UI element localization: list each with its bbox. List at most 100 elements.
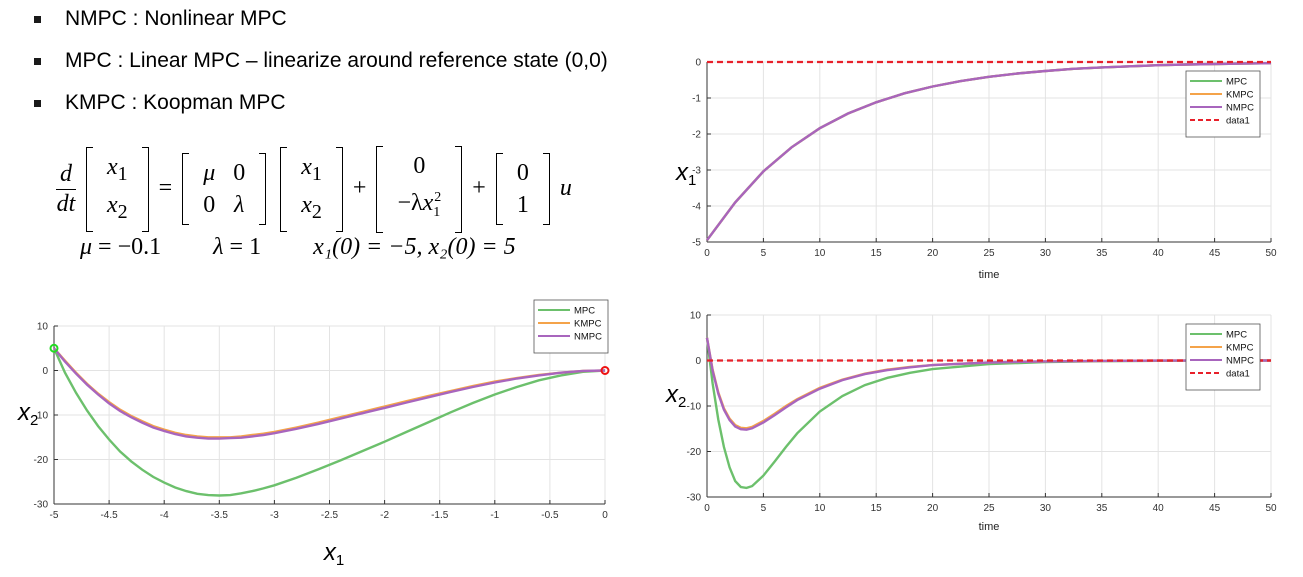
lambda-symbol: λ (213, 234, 224, 260)
derivative-numerator: d (56, 161, 76, 190)
x-tick-label: 40 (1153, 503, 1165, 514)
state-vector-lhs: x1 x2 (86, 146, 149, 233)
series-nmpc (705, 337, 1271, 431)
x-tick-label: -0.5 (541, 510, 559, 521)
x2-subscript: 2 (311, 201, 322, 224)
series-nmpc (53, 347, 606, 440)
legend-label-data1: data1 (1226, 116, 1250, 127)
legend-label-kmpc: KMPC (1226, 90, 1254, 101)
nonlinear-var: x (422, 190, 434, 216)
x-tick-label: -4.5 (100, 510, 118, 521)
matrix-a11: μ (203, 160, 216, 187)
x-tick-label: 35 (1096, 248, 1108, 259)
chart-x2_time: 0 5 10 15 20 25 30 35 40 45 50 10 0 -10 -20 -30 time x2 MP… (665, 311, 1277, 534)
y-tick-label: -10 (687, 402, 702, 413)
x-tick-label: 50 (1265, 503, 1277, 514)
legend-label-nmpc: NMPC (574, 332, 602, 343)
equals-sign: = (158, 174, 173, 201)
bullet-kmpc: KMPC : Koopman MPC (30, 88, 690, 130)
legend-label-mpc: MPC (574, 306, 595, 317)
x-tick-label: 0 (704, 503, 710, 514)
end-marker (600, 366, 610, 375)
y-axis-label: x2 (665, 381, 686, 411)
y-tick-label: -10 (34, 411, 49, 422)
input-vector: 0 1 (495, 153, 550, 226)
legend: MPC KMPC NMPC data1 (1185, 70, 1261, 138)
y-tick-label: 0 (42, 366, 48, 377)
x-tick-label: 45 (1209, 248, 1221, 259)
legend-label-nmpc: NMPC (1226, 103, 1254, 114)
x-tick-label: -1.5 (431, 510, 449, 521)
y-axis-label: x1 (675, 159, 696, 189)
chart-phase: -5 -4.5 -4 -3.5 -3 -2.5 -2 -1.5 -1 -0.5 0 10 0 -10 -20… (17, 299, 610, 569)
x-tick-label: -2.5 (321, 510, 339, 521)
y-axis-label-sub: 2 (678, 394, 686, 411)
x1-subscript: 1 (117, 162, 128, 185)
chart-x1_time: 0 5 10 15 20 25 30 35 40 45 50 0 -1 -2 -3 -4 -5 time x1 MPC… (675, 58, 1277, 282)
x-tick-label: 30 (1040, 248, 1052, 259)
x-tick-label: -5 (50, 510, 59, 521)
bullet-nmpc: NMPC : Nonlinear MPC (30, 4, 690, 46)
legend-label-kmpc: KMPC (574, 319, 602, 330)
x-tick-label: 10 (814, 503, 826, 514)
y-tick-label: -1 (692, 94, 701, 105)
x-tick-label: 25 (983, 248, 995, 259)
x2-subscript: 2 (117, 201, 128, 224)
start-marker (49, 343, 59, 353)
x1-symbol: x (107, 153, 118, 180)
bullet-mpc: MPC : Linear MPC – linearize around refe… (30, 46, 690, 88)
legend: MPC KMPC NMPC data1 (1185, 323, 1261, 391)
x-tick-label: 40 (1153, 248, 1165, 259)
plus-sign: + (472, 174, 486, 201)
y-tick-label: 10 (37, 322, 49, 333)
x1-symbol: x (301, 153, 312, 180)
y-tick-label: 10 (690, 311, 702, 322)
x-tick-label: 5 (761, 248, 767, 259)
legend-label-nmpc: NMPC (1226, 356, 1254, 367)
x-tick-label: 20 (927, 248, 939, 259)
x-tick-label: 30 (1040, 503, 1052, 514)
y-axis-label-sub: 1 (688, 172, 696, 189)
bullet-list: NMPC : Nonlinear MPC MPC : Linear MPC – … (30, 4, 690, 130)
nonlinear-sub: 1 (433, 204, 441, 220)
state-vector-rhs: x1 x2 (280, 146, 343, 233)
x-axis-label: time (979, 269, 1000, 281)
x-tick-label: -1 (490, 510, 499, 521)
series-nmpc (706, 62, 1272, 241)
mu-value: = −0.1 (98, 234, 162, 260)
x-tick-label: 15 (871, 503, 883, 514)
x1-subscript: 1 (311, 162, 322, 185)
legend-label-kmpc: KMPC (1226, 343, 1254, 354)
x-tick-label: -4 (160, 510, 169, 521)
x-tick-label: 35 (1096, 503, 1108, 514)
x-tick-label: 50 (1265, 248, 1277, 259)
legend: MPC KMPC NMPC (533, 299, 609, 354)
nonlinear-sup: 2 (434, 190, 442, 205)
matrix-a22: λ (234, 192, 245, 219)
x-axis-label: x1 (323, 539, 344, 569)
control-input-u: u (559, 174, 572, 201)
input-b1: 0 (516, 160, 529, 187)
legend-box (533, 299, 609, 354)
matrix-a12: 0 (233, 160, 246, 187)
y-tick-label: 0 (695, 58, 701, 69)
y-axis-label: x2 (17, 399, 38, 429)
parameter-line: μ = −0.1 λ = 1 x₁(0) = −5, x₂(0) = 5 (80, 234, 516, 261)
y-tick-label: -2 (692, 130, 701, 141)
time-derivative: d dt (56, 161, 76, 218)
legend-label-mpc: MPC (1226, 330, 1247, 341)
x-tick-label: -2 (380, 510, 389, 521)
x-tick-label: -3.5 (211, 510, 229, 521)
x-tick-label: 10 (814, 248, 826, 259)
x-axis-label-sub: 1 (336, 552, 344, 569)
y-tick-label: -5 (692, 238, 701, 249)
x-tick-label: -3 (270, 510, 279, 521)
series-mpc (52, 347, 606, 497)
legend-label-data1: data1 (1226, 369, 1250, 380)
y-tick-label: -30 (34, 500, 49, 511)
matrix-a21: 0 (203, 192, 216, 219)
input-b2: 1 (516, 192, 529, 219)
x-axis-label: time (979, 521, 1000, 533)
legend-label-mpc: MPC (1226, 77, 1247, 88)
